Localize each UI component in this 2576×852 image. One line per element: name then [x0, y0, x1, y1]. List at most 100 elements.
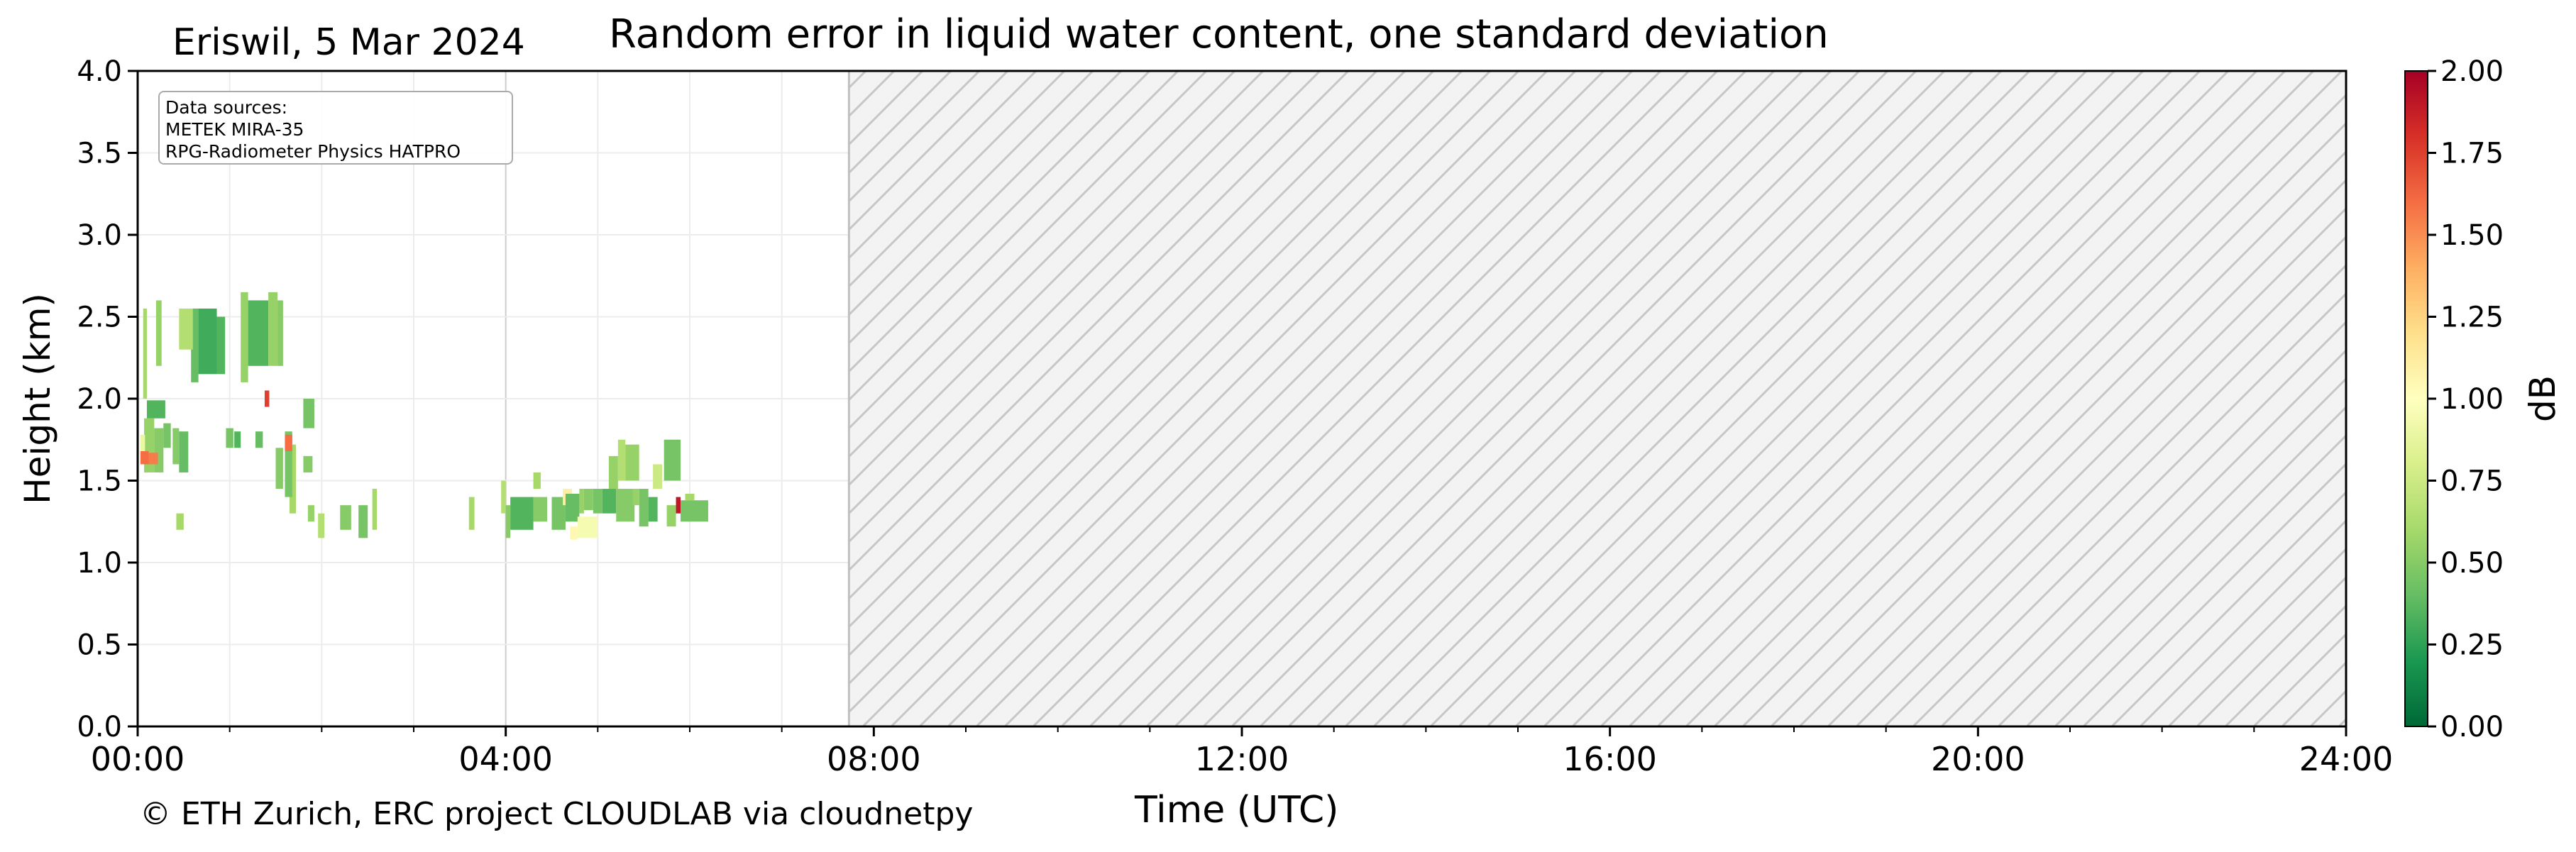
heatmap-cell [632, 489, 639, 506]
heatmap-cell [501, 480, 506, 514]
x-axis-label: Time (UTC) [1135, 789, 1339, 831]
colorbar-tick-label: 1.25 [2440, 301, 2504, 334]
colorbar-tick-label: 1.00 [2440, 383, 2504, 416]
heatmap-cell [198, 308, 217, 375]
y-axis-label: Height (km) [17, 293, 58, 504]
heatmap-cell [176, 513, 184, 530]
y-tick-label: 0.5 [77, 629, 122, 662]
heatmap-cell [617, 439, 626, 481]
heatmap-cell [666, 505, 676, 527]
colorbar-tick-label: 0.75 [2440, 465, 2504, 498]
data-source-item: RPG-Radiometer Physics HATPRO [165, 141, 461, 162]
heatmap-cell [533, 497, 548, 522]
no-data-region [847, 71, 2347, 726]
y-tick-label: 2.0 [77, 383, 122, 416]
data-source-item: METEK MIRA-35 [165, 119, 304, 140]
heatmap-cell [625, 444, 639, 481]
heatmap-cell [685, 493, 695, 501]
y-tick-label: 1.0 [77, 547, 122, 580]
heatmap-cell [533, 472, 541, 489]
data-sources-box: Data sources: METEK MIRA-35 RPG-Radiomet… [158, 91, 513, 165]
heatmap-cell [340, 505, 351, 530]
heatmap-cell [602, 489, 617, 514]
site-date-label: Eriswil, 5 Mar 2024 [172, 21, 525, 64]
heatmap-cell [179, 308, 193, 350]
heatmap-cell [191, 308, 199, 382]
heatmap-cell [676, 497, 681, 514]
colorbar-label: dB [2522, 375, 2563, 422]
heatmap-cell [234, 431, 241, 448]
colorbar-tick-label: 2.00 [2440, 55, 2504, 88]
heatmap-cell [639, 489, 649, 527]
heatmap-cell [664, 439, 681, 481]
heatmap-cell [583, 489, 593, 511]
x-tick-label: 08:00 [827, 740, 921, 778]
colorbar-tick-label: 0.50 [2440, 547, 2504, 580]
x-tick-label: 20:00 [1931, 740, 2025, 778]
x-tick-label: 04:00 [458, 740, 553, 778]
colorbar-tick-label: 0.00 [2440, 711, 2504, 743]
heatmap-cell [143, 308, 147, 399]
heatmap-cell [264, 390, 270, 407]
x-tick-label: 16:00 [1563, 740, 1657, 778]
heatmap-cell [285, 434, 292, 451]
copyright-text: © ETH Zurich, ERC project CLOUDLAB via c… [140, 796, 974, 832]
heatmap-cell [155, 300, 162, 366]
data-sources-heading: Data sources: [165, 97, 288, 118]
colorbar-tick-label: 1.50 [2440, 219, 2504, 252]
heatmap-cell [565, 493, 580, 522]
colorbar: 0.00 0.25 0.50 0.75 1.00 1.25 1.50 1.75 2.00 dB [2404, 55, 2563, 743]
heatmap-cell [372, 489, 378, 530]
heatmap-cell [268, 292, 278, 366]
heatmap-cell [307, 505, 314, 522]
y-tick-label: 0.0 [77, 711, 122, 743]
colorbar-tick-label: 1.75 [2440, 138, 2504, 170]
heatmap-cell [144, 418, 155, 472]
heatmap-cell [248, 300, 269, 366]
heatmap-cell [577, 516, 598, 538]
heatmap-cell [510, 497, 534, 530]
axes: 00:00 04:00 08:00 12:00 16:00 20:00 24:00 0.0 0.… [17, 55, 2393, 778]
heatmap-cell [179, 431, 189, 472]
heatmap-cell [681, 500, 708, 522]
heatmap-cell [648, 497, 658, 522]
heatmap-cell [593, 489, 602, 514]
heatmap-cell [241, 292, 248, 382]
heatmap-cell [148, 453, 158, 465]
colorbar-bar [2404, 70, 2428, 727]
heatmap-cell [303, 399, 314, 428]
heatmap-cell [275, 448, 283, 489]
heatmap-cell [140, 434, 145, 451]
heatmap-cell [616, 489, 635, 522]
heatmap-cell [653, 464, 663, 489]
y-tick-label: 2.5 [77, 301, 122, 334]
heatmap-cell [570, 526, 578, 540]
heatmap-cell [608, 455, 618, 489]
heatmap-cell [277, 300, 283, 366]
heatmap-cell [163, 423, 171, 448]
y-tick-label: 4.0 [77, 55, 122, 88]
heatmap-cell [154, 428, 164, 472]
x-tick-label: 12:00 [1195, 740, 1289, 778]
heatmap-cell [146, 400, 165, 419]
chart-title: Random error in liquid water content, on… [609, 11, 1829, 57]
heatmap-cells [140, 292, 708, 540]
heatmap-cell [255, 431, 263, 448]
heatmap-cell [505, 505, 511, 538]
heatmap-cell [289, 444, 297, 514]
heatmap-cell [172, 428, 180, 465]
x-tick-label: 00:00 [91, 740, 185, 778]
heatmap-cell [140, 450, 149, 465]
heatmap-cell [285, 431, 292, 497]
heatmap-cell [358, 505, 368, 538]
y-tick-label: 1.5 [77, 465, 122, 498]
heatmap-cell [303, 455, 313, 472]
heatmap-cell [468, 497, 475, 530]
no-data-hatch [849, 71, 2347, 726]
y-tick-label: 3.5 [77, 138, 122, 170]
heatmap-cell [551, 497, 566, 530]
heatmap-cell [216, 316, 226, 375]
colorbar-tick-label: 0.25 [2440, 629, 2504, 662]
heatmap-cell [226, 428, 233, 448]
